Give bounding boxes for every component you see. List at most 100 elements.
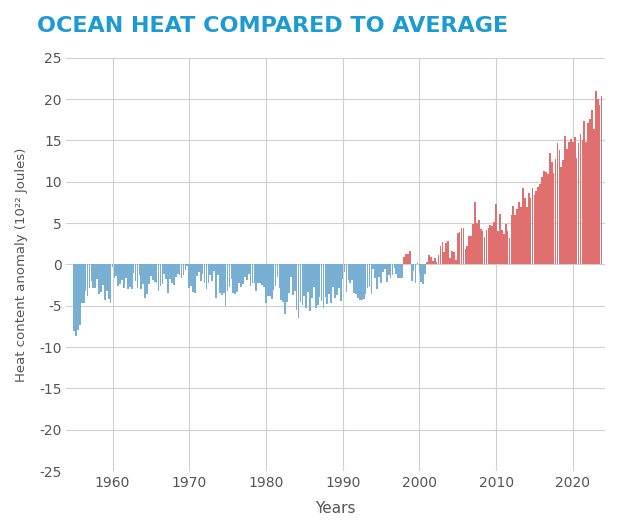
Bar xyxy=(257,264,259,283)
Bar xyxy=(578,143,579,264)
Bar xyxy=(474,202,476,264)
Bar xyxy=(487,228,489,264)
Bar xyxy=(187,264,188,266)
Bar xyxy=(566,149,568,264)
Bar xyxy=(288,264,290,293)
Bar xyxy=(348,264,349,280)
Bar xyxy=(167,264,169,293)
Bar xyxy=(313,264,315,287)
Bar xyxy=(106,264,108,291)
Text: OCEAN HEAT COMPARED TO AVERAGE: OCEAN HEAT COMPARED TO AVERAGE xyxy=(37,16,508,36)
Bar xyxy=(338,264,340,288)
Bar xyxy=(129,264,131,287)
Bar xyxy=(532,189,533,264)
Bar xyxy=(409,251,410,264)
Bar xyxy=(102,264,104,285)
Y-axis label: Heat content anomaly (10²² Joules): Heat content anomaly (10²² Joules) xyxy=(15,147,28,382)
Bar xyxy=(593,129,595,264)
Bar xyxy=(211,264,213,281)
Bar xyxy=(432,261,433,264)
Bar xyxy=(104,264,105,300)
Bar xyxy=(361,264,363,300)
Bar xyxy=(290,264,291,277)
Bar xyxy=(278,264,280,288)
Bar xyxy=(177,264,179,274)
Bar xyxy=(459,232,461,264)
Bar xyxy=(138,264,140,276)
Bar xyxy=(263,264,265,287)
Bar xyxy=(91,264,92,281)
Bar xyxy=(115,264,117,276)
Bar xyxy=(463,228,464,264)
Bar xyxy=(396,264,397,274)
Bar xyxy=(560,167,562,264)
Bar xyxy=(574,136,575,264)
Bar xyxy=(330,264,332,304)
Bar xyxy=(271,264,273,298)
Bar xyxy=(252,264,254,283)
Bar xyxy=(508,238,510,264)
Bar xyxy=(131,264,133,289)
Bar xyxy=(545,173,547,264)
Bar xyxy=(317,264,319,305)
Bar xyxy=(221,264,223,295)
Bar xyxy=(179,264,180,275)
Bar xyxy=(428,255,430,264)
Bar xyxy=(380,264,382,283)
Bar xyxy=(119,264,121,285)
Bar xyxy=(169,264,171,279)
Bar xyxy=(582,140,583,264)
Bar xyxy=(365,264,366,294)
Bar xyxy=(476,224,478,264)
Bar xyxy=(238,264,240,283)
Bar xyxy=(549,153,551,264)
Bar xyxy=(75,264,77,336)
Bar xyxy=(369,264,370,287)
Bar xyxy=(117,264,119,286)
Bar xyxy=(206,264,207,289)
Bar xyxy=(248,264,249,275)
Bar xyxy=(405,254,407,264)
Bar xyxy=(303,264,305,296)
Bar xyxy=(286,264,288,302)
Bar xyxy=(438,255,440,264)
Bar xyxy=(159,264,161,286)
Bar xyxy=(455,260,457,264)
Bar xyxy=(478,220,480,264)
Bar xyxy=(292,264,294,295)
Bar xyxy=(113,264,115,278)
Bar xyxy=(273,264,275,290)
Bar xyxy=(301,264,303,305)
Bar xyxy=(234,264,236,295)
Bar xyxy=(583,121,585,264)
Bar xyxy=(355,264,357,294)
Bar xyxy=(217,264,219,276)
Bar xyxy=(225,264,226,306)
Bar xyxy=(457,233,459,264)
Bar xyxy=(280,264,282,300)
Bar xyxy=(81,264,82,303)
Bar xyxy=(374,264,376,278)
Bar xyxy=(568,142,570,264)
Bar xyxy=(392,264,393,276)
Bar xyxy=(557,143,558,264)
Bar xyxy=(501,229,503,264)
Bar xyxy=(489,225,491,264)
Bar xyxy=(551,162,552,264)
Bar xyxy=(296,264,298,310)
Bar xyxy=(482,231,484,264)
Bar xyxy=(146,264,148,294)
Bar xyxy=(157,264,159,290)
Bar xyxy=(133,264,135,273)
Bar xyxy=(522,188,524,264)
Bar xyxy=(150,264,152,276)
Bar xyxy=(110,264,112,303)
Bar xyxy=(277,264,278,277)
Bar xyxy=(171,264,173,284)
Bar xyxy=(534,195,535,264)
Bar xyxy=(495,203,497,264)
Bar xyxy=(334,264,336,298)
Bar xyxy=(112,264,113,267)
Bar xyxy=(83,264,84,303)
Bar xyxy=(108,264,110,299)
